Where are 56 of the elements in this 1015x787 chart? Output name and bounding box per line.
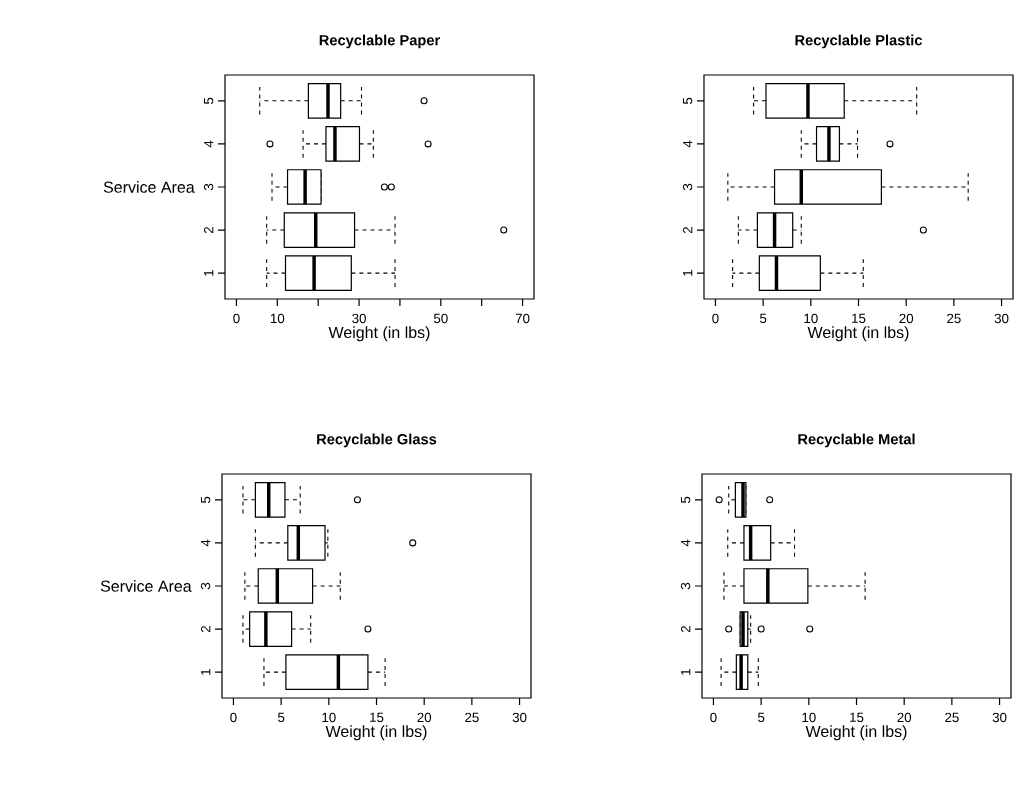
x-tick-label: 0	[233, 313, 240, 324]
x-tick-label: 30	[512, 712, 527, 723]
x-tick-label: 15	[850, 712, 864, 722]
x-tick-label: 20	[897, 712, 912, 723]
x-tick-label: 20	[417, 712, 432, 723]
y-tick-label: 1	[683, 270, 693, 276]
y-tick-label: 4	[204, 140, 214, 148]
x-tick-label: 25	[945, 712, 959, 723]
y-tick-label: 5	[203, 97, 214, 104]
x-tick-label: 20	[899, 313, 914, 324]
y-tick-label: 5	[682, 97, 693, 104]
x-tick-label: 25	[465, 712, 479, 723]
x-tick-label: 0	[710, 712, 717, 723]
y-tick-label: 2	[682, 227, 693, 234]
y-tick-label: 2	[680, 626, 691, 633]
y-tick-label: 1	[201, 669, 211, 675]
x-axis-title: Weight (in lbs)	[328, 326, 430, 342]
x-tick-label: 70	[515, 313, 530, 324]
x-tick-label: 10	[270, 313, 285, 324]
y-tick-label: 4	[201, 539, 211, 547]
x-tick-label: 5	[759, 313, 767, 323]
x-tick-label: 10	[802, 712, 816, 723]
chart-title: Recyclable Plastic	[795, 34, 923, 49]
x-tick-label: 0	[712, 313, 719, 324]
y-tick-label: 3	[682, 183, 693, 191]
x-tick-label: 50	[433, 313, 448, 324]
x-tick-label: 15	[852, 313, 866, 323]
x-tick-label: 5	[757, 712, 765, 722]
y-tick-label: 1	[204, 270, 214, 276]
chart-title: Recyclable Glass	[317, 433, 437, 448]
y-tick-label: 3	[203, 183, 214, 191]
y-tick-label: 2	[203, 227, 214, 234]
x-tick-label: 10	[804, 313, 818, 324]
x-axis-title: Weight (in lbs)	[805, 725, 907, 741]
chart-title: Recyclable Paper	[319, 34, 440, 49]
chart-title: Recyclable Metal	[798, 433, 915, 448]
y-tick-label: 1	[681, 669, 691, 675]
x-tick-label: 10	[322, 712, 336, 723]
x-axis-title: Weight (in lbs)	[325, 725, 427, 741]
y-tick-label: 5	[680, 496, 691, 503]
y-tick-label: 5	[200, 496, 211, 503]
y-tick-label: 4	[683, 140, 693, 148]
y-axis-title: Service Area	[100, 580, 192, 592]
x-tick-label: 30	[994, 313, 1009, 324]
x-tick-label: 15	[370, 712, 384, 722]
x-tick-label: 0	[230, 712, 237, 723]
x-tick-label: 30	[992, 712, 1007, 723]
y-tick-label: 3	[200, 582, 211, 590]
x-tick-label: 5	[277, 712, 285, 722]
y-tick-label: 4	[681, 539, 691, 547]
y-axis-title: Service Area	[103, 181, 195, 193]
x-axis-title: Weight (in lbs)	[807, 326, 909, 342]
x-tick-label: 30	[352, 313, 366, 324]
x-tick-label: 25	[947, 313, 961, 324]
y-tick-label: 2	[200, 626, 211, 633]
y-tick-label: 3	[680, 582, 691, 590]
